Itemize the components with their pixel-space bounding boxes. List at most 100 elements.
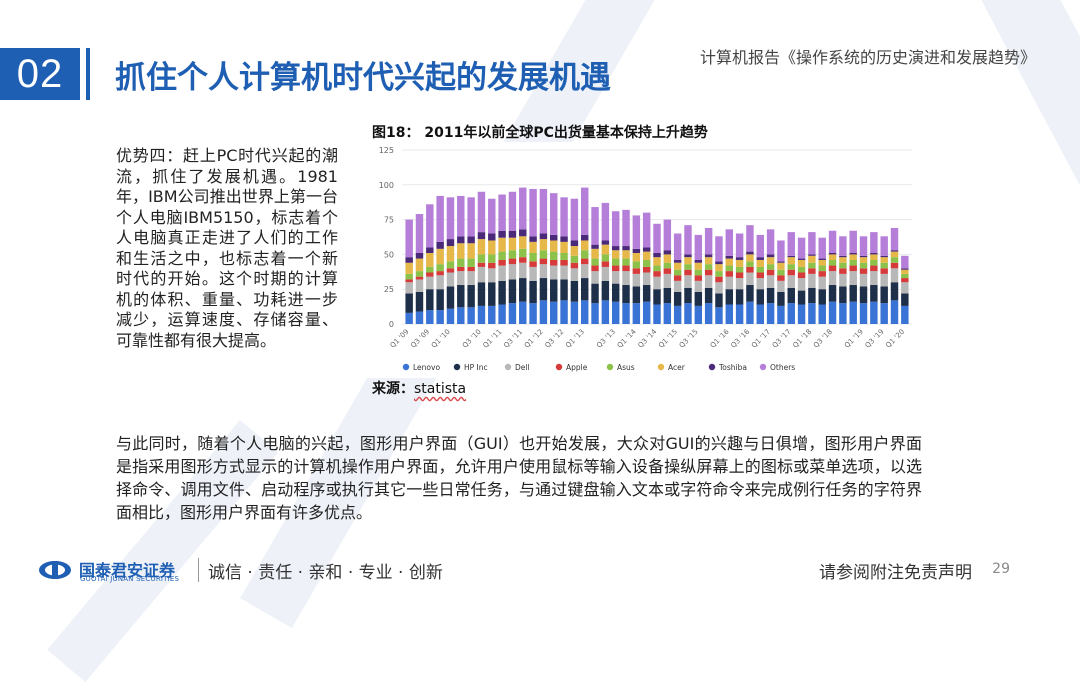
bar-segment-dell xyxy=(477,266,486,283)
bar-segment-dell xyxy=(467,271,475,286)
bar-segment-lenovo xyxy=(539,300,548,324)
bar-segment-asus xyxy=(653,265,661,272)
bar-segment-acer xyxy=(715,264,723,272)
x-tick-label: Q1 '18 xyxy=(791,328,813,350)
bar-segment-acer xyxy=(611,250,620,259)
bar-segment-dell xyxy=(663,273,672,288)
bar-segment-lenovo xyxy=(560,300,568,324)
bar-segment-dell xyxy=(642,272,651,286)
bar-segment-others xyxy=(808,232,816,255)
bar-segment-apple xyxy=(715,276,723,283)
bar-segment-hp-inc xyxy=(880,286,888,304)
bar-segment-toshiba xyxy=(488,233,496,241)
bar-segment-hp-inc xyxy=(859,286,868,304)
legend-marker xyxy=(606,363,614,371)
legend-marker xyxy=(657,363,665,371)
bar-segment-apple xyxy=(839,268,847,274)
bar-segment-toshiba xyxy=(849,253,857,255)
bar-segment-dell xyxy=(488,268,496,283)
bar-segment-dell xyxy=(849,271,857,286)
bar-segment-toshiba xyxy=(529,236,537,242)
bar-segment-hp-inc xyxy=(446,286,455,309)
bar-segment-lenovo xyxy=(642,301,651,324)
bar-segment-toshiba xyxy=(550,234,558,241)
bar-segment-acer xyxy=(880,257,888,263)
bar-segment-asus xyxy=(828,259,837,266)
bar-segment-others xyxy=(839,236,847,256)
bar-segment-others xyxy=(467,197,475,237)
bar-segment-asus xyxy=(415,271,424,277)
bar-segment-acer xyxy=(756,259,764,267)
bar-segment-apple xyxy=(870,265,878,272)
bar-segment-others xyxy=(818,237,826,259)
bar-segment-asus xyxy=(880,262,888,269)
bar-segment-lenovo xyxy=(436,310,444,324)
legend-marker xyxy=(402,363,410,371)
bar-segment-dell xyxy=(828,271,837,286)
bar-segment-apple xyxy=(591,265,599,272)
bar-segment-acer xyxy=(581,240,589,251)
bar-segment-asus xyxy=(684,264,692,270)
bar-segment-dell xyxy=(725,276,734,290)
bar-segment-hp-inc xyxy=(828,285,837,302)
bar-segment-hp-inc xyxy=(405,293,413,313)
bar-segment-others xyxy=(581,187,589,235)
bar-segment-hp-inc xyxy=(766,287,775,304)
legend-label: HP Inc xyxy=(464,363,488,372)
x-tick-label: Q3 '16 xyxy=(729,327,751,349)
bar-segment-others xyxy=(498,194,506,231)
x-tick-label: Q3 '10 xyxy=(461,328,483,350)
bar-segment-toshiba xyxy=(426,247,434,254)
bar-segment-lenovo xyxy=(870,301,878,324)
legend-marker xyxy=(759,363,767,371)
bar-segment-toshiba xyxy=(622,246,630,251)
bar-segment-lenovo xyxy=(777,305,785,324)
bar-segment-acer xyxy=(818,259,826,266)
bar-segment-others xyxy=(642,212,651,248)
x-tick-label: Q1 '13 xyxy=(564,328,586,350)
bar-segment-toshiba xyxy=(457,236,465,244)
bar-segment-apple xyxy=(488,262,496,269)
page-number: 29 xyxy=(992,561,1010,577)
bar-segment-acer xyxy=(839,257,847,263)
bar-segment-lenovo xyxy=(591,303,599,324)
bar-segment-lenovo xyxy=(632,303,641,324)
bar-segment-toshiba xyxy=(756,257,764,260)
bar-segment-lenovo xyxy=(570,301,579,324)
bar-segment-dell xyxy=(839,273,847,287)
bar-segment-acer xyxy=(519,236,527,249)
bar-segment-apple xyxy=(415,276,424,280)
bar-segment-others xyxy=(560,197,568,237)
bar-segment-others xyxy=(477,191,486,233)
company-name-en: GUOTAI JUNAN SECURITIES xyxy=(80,575,180,583)
bar-segment-lenovo xyxy=(704,303,713,324)
bar-segment-hp-inc xyxy=(601,280,610,301)
bar-segment-hp-inc xyxy=(839,286,847,304)
bar-segment-others xyxy=(436,195,444,242)
bar-segment-asus xyxy=(436,264,444,272)
bar-segment-dell xyxy=(415,279,424,292)
bar-segment-apple xyxy=(642,266,651,273)
bar-segment-lenovo xyxy=(477,305,486,324)
bar-segment-acer xyxy=(777,262,785,270)
bar-segment-lenovo xyxy=(529,303,537,324)
bar-segment-apple xyxy=(436,271,444,276)
bar-segment-lenovo xyxy=(457,307,465,324)
bar-segment-apple xyxy=(560,259,568,266)
bar-segment-hp-inc xyxy=(777,291,785,306)
bar-segment-apple xyxy=(808,268,816,274)
bar-segment-asus xyxy=(766,264,775,270)
bar-segment-others xyxy=(673,233,682,260)
company-logo-icon xyxy=(39,561,71,579)
bar-segment-dell xyxy=(735,278,744,290)
bar-segment-others xyxy=(849,230,857,254)
bar-segment-asus xyxy=(570,255,579,263)
bar-segment-others xyxy=(519,187,527,230)
bar-segment-acer xyxy=(673,262,682,270)
bar-segment-hp-inc xyxy=(436,289,444,311)
bar-segment-apple xyxy=(901,278,909,283)
legend-label: Acer xyxy=(668,363,686,372)
bar-segment-hp-inc xyxy=(570,280,579,302)
bar-segment-dell xyxy=(591,271,599,284)
